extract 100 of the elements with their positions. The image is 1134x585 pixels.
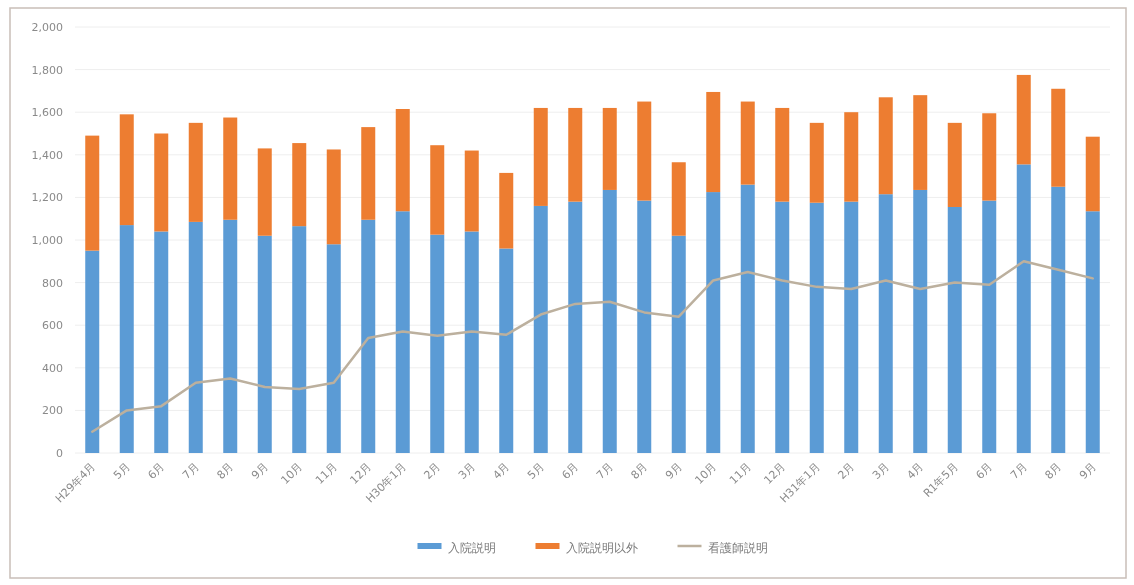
x-tick-label: 9月 [1076, 459, 1099, 482]
y-tick-label: 2,000 [31, 21, 63, 34]
bar [568, 201, 583, 453]
x-tick-label: 7月 [593, 459, 616, 482]
bar [982, 113, 997, 201]
bar [706, 192, 721, 453]
bar [188, 221, 203, 453]
bar [637, 101, 652, 201]
x-tick-label: 6月 [145, 459, 168, 482]
y-tick-label: 1,200 [31, 191, 63, 205]
x-tick-label: 10月 [692, 459, 720, 487]
x-tick-label: 3月 [455, 459, 478, 482]
bar [499, 248, 514, 453]
x-tick-label: 8月 [628, 459, 651, 482]
bar [257, 235, 272, 453]
x-tick-label: 5月 [110, 459, 133, 482]
y-tick-label: 800 [42, 276, 63, 290]
x-tick-label: 8月 [214, 459, 237, 482]
bar [326, 244, 341, 453]
x-tick-label: 12月 [761, 459, 789, 487]
bar [464, 150, 479, 232]
x-tick-label: 9月 [662, 459, 685, 482]
bar [430, 234, 445, 453]
y-tick-label: 1,000 [31, 234, 63, 247]
bar [533, 107, 548, 206]
bar [361, 219, 376, 453]
bar [292, 143, 307, 227]
y-tick-label: 200 [42, 404, 63, 418]
bar [119, 225, 134, 453]
y-tick-label: 1,600 [31, 106, 63, 120]
x-tick-label: 7月 [1007, 459, 1030, 482]
legend-label: 看護師説明 [707, 541, 768, 555]
bar [706, 91, 721, 193]
bar [223, 219, 238, 453]
y-tick-label: 1,400 [31, 148, 63, 162]
bar [913, 189, 928, 453]
bar [499, 172, 514, 249]
bar [809, 122, 824, 203]
bar [982, 200, 997, 453]
x-tick-label: 2月 [421, 459, 444, 482]
bar [844, 201, 859, 453]
x-tick-label: 12月 [347, 459, 375, 487]
bar [947, 206, 962, 453]
bar [154, 133, 169, 232]
x-tick-label: 6月 [559, 459, 582, 482]
x-tick-label: 4月 [904, 459, 927, 482]
bar [568, 107, 583, 202]
bar [809, 202, 824, 453]
x-tick-label: 3月 [869, 459, 892, 482]
bar [533, 205, 548, 453]
bar [947, 122, 962, 207]
bar [188, 122, 203, 222]
bar [361, 127, 376, 220]
bar [775, 201, 790, 453]
bar [326, 149, 341, 245]
bar [878, 194, 893, 453]
x-tick-label: 10月 [278, 459, 306, 487]
bar [602, 107, 617, 190]
bar [1051, 186, 1066, 453]
bar [775, 107, 790, 202]
x-tick-label: 4月 [490, 459, 513, 482]
legend-label: 入院説明以外 [565, 541, 638, 555]
bar [602, 189, 617, 453]
bar [85, 135, 100, 251]
bar [740, 184, 755, 453]
x-tick-label: 9月 [248, 459, 271, 482]
x-tick-label: 5月 [524, 459, 547, 482]
bar [1085, 136, 1100, 212]
x-tick-label: 11月 [313, 459, 340, 487]
y-tick-label: 600 [42, 319, 63, 333]
line-series [91, 260, 1094, 433]
bar [1085, 211, 1100, 453]
bar [223, 117, 238, 220]
bar [464, 231, 479, 453]
bar [154, 231, 169, 453]
bar [292, 226, 307, 453]
bar [395, 211, 410, 453]
bar [740, 101, 755, 185]
legend-label: 入院説明 [447, 541, 496, 555]
bar [1016, 74, 1031, 165]
bar [637, 200, 652, 453]
y-tick-label: 0 [56, 447, 63, 460]
bar [257, 148, 272, 236]
x-tick-label: 11月 [727, 459, 754, 487]
bar [671, 235, 686, 453]
bar [913, 95, 928, 190]
bar [85, 250, 100, 453]
bar [395, 109, 410, 212]
y-tick-label: 400 [42, 361, 63, 375]
y-tick-label: 1,800 [31, 63, 63, 77]
x-tick-label: 6月 [973, 459, 996, 482]
bar [1051, 88, 1066, 187]
bar [844, 112, 859, 202]
x-tick-label: 7月 [179, 459, 202, 482]
x-tick-label: 2月 [835, 459, 858, 482]
bar [671, 162, 686, 236]
bar [1016, 164, 1031, 453]
x-tick-label: 8月 [1042, 459, 1065, 482]
bar [430, 145, 445, 235]
bar [878, 97, 893, 195]
